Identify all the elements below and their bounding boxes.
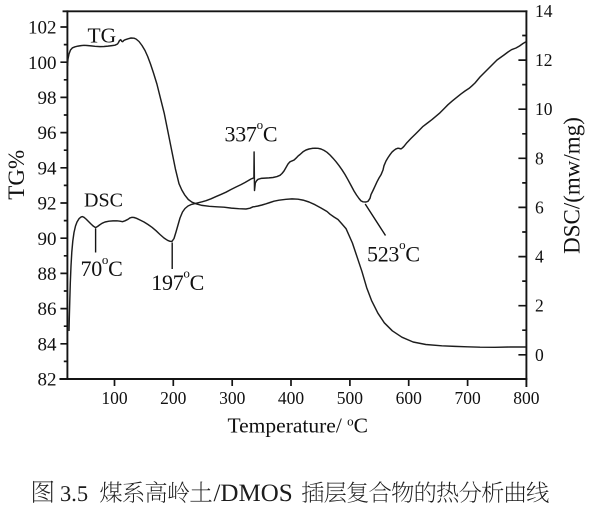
- svg-text:100: 100: [101, 388, 128, 408]
- svg-text:TG: TG: [88, 24, 117, 48]
- svg-text:92: 92: [38, 194, 57, 215]
- svg-text:523oC: 523oC: [367, 237, 420, 266]
- svg-text:500: 500: [337, 388, 364, 408]
- svg-text:70oC: 70oC: [81, 252, 123, 281]
- svg-text:300: 300: [219, 388, 246, 408]
- svg-text:600: 600: [396, 388, 423, 408]
- svg-text:100: 100: [28, 53, 57, 74]
- svg-text:200: 200: [160, 388, 187, 408]
- svg-text:700: 700: [454, 388, 481, 408]
- svg-text:90: 90: [38, 229, 57, 250]
- svg-text:94: 94: [38, 158, 58, 179]
- svg-text:0: 0: [535, 345, 544, 365]
- svg-text:82: 82: [38, 370, 57, 391]
- svg-text:10: 10: [535, 99, 553, 119]
- svg-text:DSC: DSC: [84, 189, 123, 211]
- svg-text:102: 102: [28, 18, 57, 39]
- svg-text:4: 4: [535, 247, 544, 267]
- svg-text:400: 400: [278, 388, 305, 408]
- svg-text:337oC: 337oC: [225, 117, 278, 146]
- svg-text:2: 2: [535, 296, 544, 316]
- svg-text:98: 98: [38, 88, 57, 109]
- svg-text:14: 14: [535, 1, 553, 21]
- svg-text:8: 8: [535, 148, 544, 168]
- svg-text:6: 6: [535, 197, 544, 217]
- svg-text:84: 84: [38, 334, 58, 355]
- svg-text:96: 96: [38, 123, 57, 144]
- svg-text:12: 12: [535, 50, 553, 70]
- svg-text:TG%: TG%: [4, 150, 29, 200]
- svg-text:88: 88: [38, 264, 57, 285]
- svg-text:86: 86: [38, 299, 57, 320]
- svg-text:Temperature/ oC: Temperature/ oC: [228, 414, 369, 438]
- svg-text:DSC/(mw/mg): DSC/(mw/mg): [560, 117, 585, 254]
- svg-text:197oC: 197oC: [151, 266, 204, 295]
- svg-text:800: 800: [513, 388, 540, 408]
